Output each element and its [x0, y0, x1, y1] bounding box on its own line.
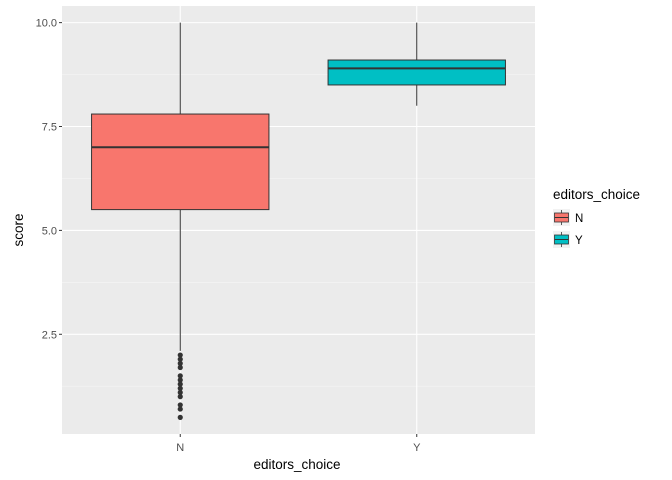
- outlier-point: [177, 356, 183, 362]
- y-axis: 2.5 5.0 7.5 10.0: [36, 18, 62, 341]
- legend-label: Y: [575, 235, 583, 247]
- outlier-point: [177, 360, 183, 366]
- outlier-point: [177, 402, 183, 408]
- outlier-point: [177, 352, 183, 358]
- outlier-point: [177, 385, 183, 391]
- x-axis-title: editors_choice: [253, 457, 340, 472]
- box-body: [91, 113, 270, 211]
- outlier-point: [177, 414, 183, 420]
- legend-title: editors_choice: [553, 187, 640, 202]
- legend-entry-Y: Y: [553, 231, 583, 248]
- box-N: [91, 22, 270, 420]
- y-tick-label: 10.0: [36, 18, 57, 30]
- y-tick-label: 2.5: [42, 329, 57, 341]
- box-series: [91, 22, 506, 420]
- outlier-point: [177, 381, 183, 387]
- legend: editors_choice NY: [553, 187, 640, 248]
- legend-label: N: [575, 213, 583, 225]
- outlier-point: [177, 394, 183, 400]
- outlier-point: [177, 377, 183, 383]
- y-axis-title: score: [11, 213, 26, 246]
- x-tick-label: N: [176, 442, 184, 454]
- box-Y: [327, 22, 506, 106]
- y-tick-label: 5.0: [42, 225, 57, 237]
- legend-entry-N: N: [553, 209, 583, 226]
- box-body: [327, 59, 506, 86]
- outlier-point: [177, 389, 183, 396]
- x-tick-label: Y: [413, 442, 421, 454]
- outlier-point: [177, 406, 183, 412]
- outlier-point: [177, 364, 183, 371]
- outlier-point: [177, 373, 183, 379]
- y-tick-label: 7.5: [42, 122, 57, 134]
